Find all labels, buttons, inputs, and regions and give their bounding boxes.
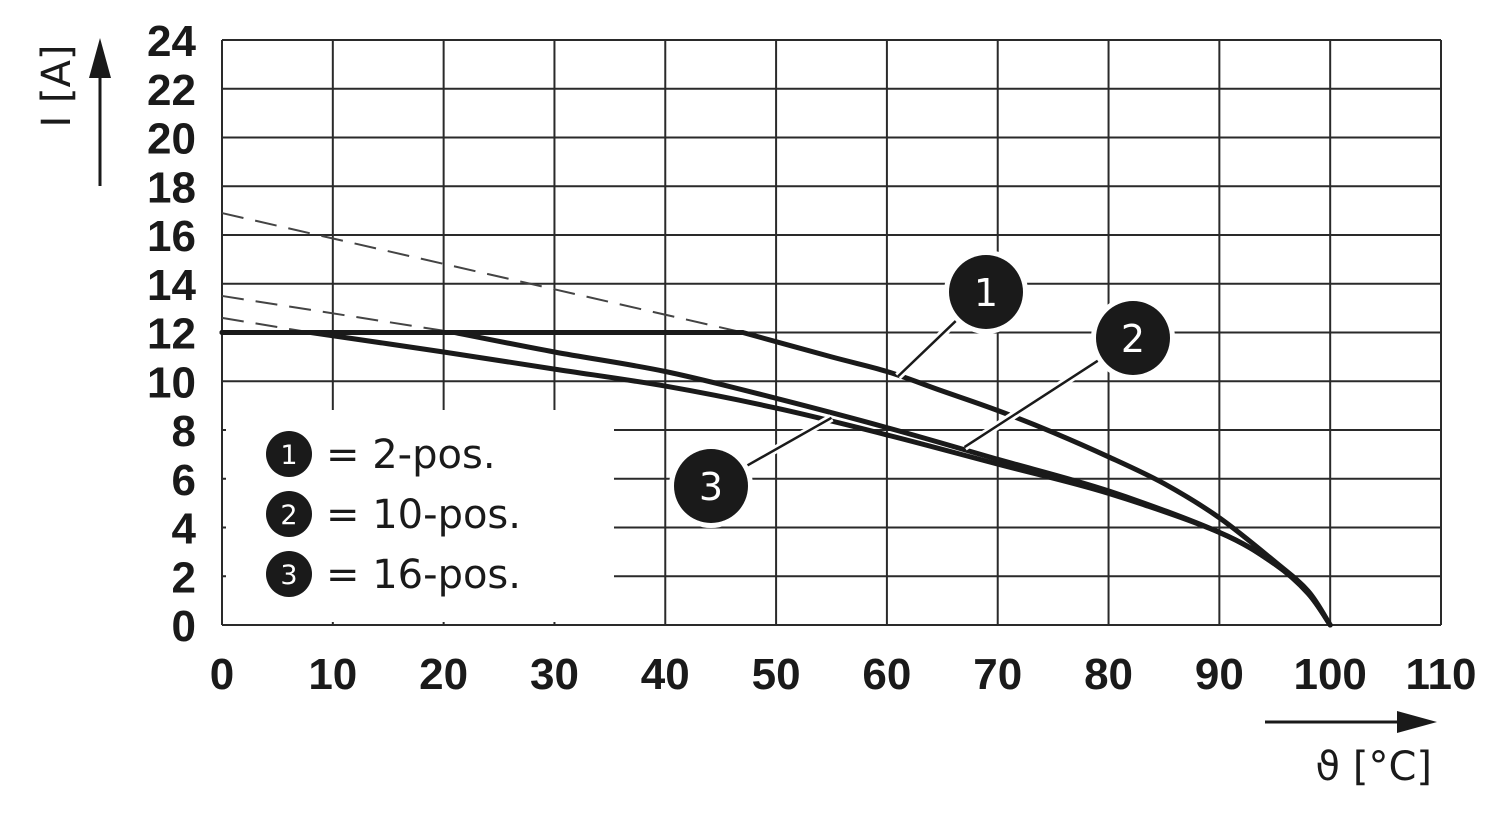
callout-badge-label: 2 [1121,317,1145,361]
callout-leader-line [897,318,958,378]
legend-marker-label: 1 [280,440,297,471]
y-tick-label: 10 [147,358,196,407]
y-tick-label: 24 [147,17,196,66]
legend-marker-badge [266,551,312,597]
y-tick-label: 6 [172,456,196,505]
x-tick-label: 0 [210,650,234,699]
callout-badge [949,255,1023,329]
x-tick-label: 50 [752,650,801,699]
callout-badge-label: 1 [974,271,998,315]
x-tick-label: 100 [1293,650,1366,699]
x-tick-label: 40 [641,650,690,699]
grid [221,39,1442,626]
y-tick-label: 12 [147,310,196,359]
x-tick-label: 30 [530,650,579,699]
legend-marker-badge [266,431,312,477]
callout-badge-label: 3 [699,465,723,509]
y-axis-title-group: I [A] [34,38,111,186]
x-tick-label: 110 [1406,650,1477,699]
series-curves [219,330,1333,628]
legend-entry-text: = 2-pos. [326,432,496,478]
y-tick-label: 22 [147,66,196,115]
callout-1: 1 [895,250,1028,380]
y-tick-label: 2 [172,553,196,602]
y-tick-label: 4 [172,505,197,554]
callout-3: 3 [669,414,834,528]
legend: 1 = 2-pos. 2 = 10-pos. 3 = 16-pos. [226,410,614,622]
x-tick-label: 90 [1195,650,1244,699]
callout-badge [674,449,748,523]
legend-entry-text: = 10-pos. [326,492,521,538]
x-tick-label: 60 [862,650,911,699]
legend-entry-3: 3 = 16-pos. [266,551,521,598]
x-axis-arrow-head [1397,711,1437,733]
y-tick-label: 16 [147,212,196,261]
y-tick-label: 14 [147,261,196,310]
y-axis-title: I [A] [34,44,80,127]
x-tick-label: 70 [973,650,1022,699]
x-tick-label: 20 [419,650,468,699]
x-axis-title-group: ϑ [°C] [1265,711,1437,790]
x-tick-label: 80 [1084,650,1133,699]
y-tick-label: 0 [172,602,196,651]
legend-marker-label: 2 [280,500,297,531]
legend-marker-badge [266,491,312,537]
legend-entry-1: 1 = 2-pos. [266,431,496,478]
x-axis-title: ϑ [°C] [1315,744,1432,790]
x-tick-labels: 0 10 20 30 40 50 60 70 80 90 100 110 [210,650,1477,699]
extrapolation-line-series-2 [221,294,455,334]
x-tick-label: 10 [308,650,357,699]
y-axis-arrow-head [89,38,111,78]
legend-entry-text: = 16-pos. [326,552,521,598]
callout-leader-line [745,416,833,468]
legend-entry-2: 2 = 10-pos. [266,491,521,538]
callouts: 1 2 3 [669,250,1175,528]
callout-2: 2 [962,296,1175,451]
y-tick-label: 20 [147,115,196,164]
legend-marker-label: 3 [280,560,297,591]
y-tick-label: 18 [147,163,196,212]
callout-leader-line [963,358,1101,449]
extrapolation-line-series-1 [221,212,744,334]
series-line-3 [219,330,1333,628]
y-tick-label: 8 [172,407,196,456]
callout-badge [1096,301,1170,375]
